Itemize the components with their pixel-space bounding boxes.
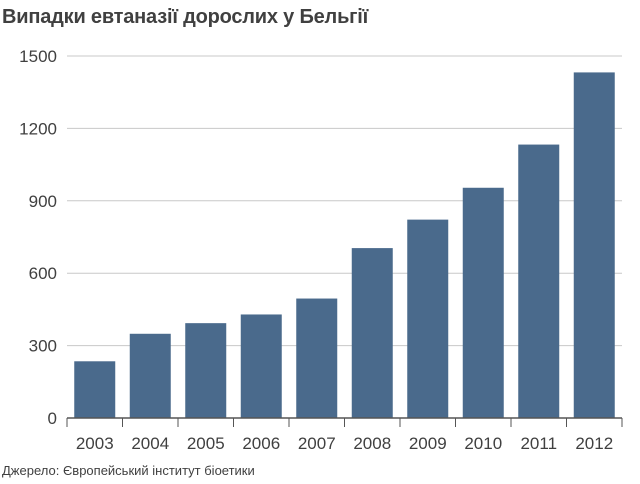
x-tick-label: 2004 — [131, 434, 169, 453]
bar-2009 — [407, 219, 449, 418]
x-tick-label: 2003 — [76, 434, 114, 453]
bar-2011 — [518, 144, 560, 418]
bar-2004 — [129, 333, 171, 418]
x-axis: 2003 2004 2005 2006 2007 2008 2009 2010 2011 2012 — [66, 417, 623, 453]
x-tick-label: 2007 — [298, 434, 336, 453]
x-tick-label: 2009 — [409, 434, 447, 453]
y-axis-ticks: 0 300 600 900 1200 1500 — [19, 47, 57, 428]
bar-2003 — [74, 361, 116, 418]
bar-2006 — [240, 314, 282, 418]
y-tick-label: 1500 — [19, 47, 57, 66]
x-tick-label: 2006 — [242, 434, 280, 453]
y-tick-label: 1200 — [19, 119, 57, 138]
x-tick-label: 2008 — [353, 434, 391, 453]
x-tick-label: 2012 — [575, 434, 613, 453]
source-note: Джерело: Європейський інститут біоетики — [2, 463, 255, 478]
bars — [74, 72, 615, 418]
y-tick-label: 300 — [29, 337, 57, 356]
y-tick-label: 900 — [29, 192, 57, 211]
bar-2007 — [296, 298, 338, 418]
bar-2012 — [573, 72, 615, 418]
bar-2010 — [462, 187, 504, 418]
bar-2008 — [351, 248, 393, 418]
x-tick-label: 2010 — [464, 434, 502, 453]
x-tick-label: 2005 — [187, 434, 225, 453]
chart-title: Випадки евтаназії дорослих у Бельгії — [2, 6, 369, 28]
y-tick-label: 600 — [29, 264, 57, 283]
bar-2005 — [185, 323, 227, 418]
y-tick-label: 0 — [48, 409, 57, 428]
x-tick-label: 2011 — [520, 434, 557, 453]
